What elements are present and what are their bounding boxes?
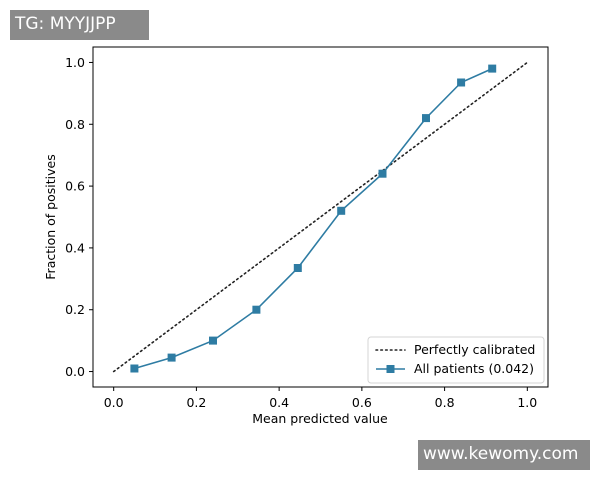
data-point-marker bbox=[378, 169, 387, 178]
x-tick-label: 0.6 bbox=[352, 395, 372, 410]
x-axis-ticks: 0.0 0.2 0.4 0.6 0.8 1.0 bbox=[104, 387, 537, 410]
plot-area bbox=[92, 46, 549, 388]
data-point-marker bbox=[337, 206, 346, 215]
data-point-marker bbox=[252, 305, 261, 314]
legend-box bbox=[367, 336, 545, 384]
y-tick-label: 0.2 bbox=[65, 302, 85, 317]
data-point-marker bbox=[488, 64, 497, 73]
x-tick-label: 0.2 bbox=[186, 395, 206, 410]
y-axis-label: Fraction of positives bbox=[43, 154, 58, 279]
all-patients-line bbox=[134, 67, 493, 370]
data-point-marker bbox=[422, 114, 430, 123]
y-tick-label: 0.4 bbox=[65, 240, 85, 255]
x-tick-label: 0.0 bbox=[104, 395, 124, 410]
y-tick-label: 0.8 bbox=[65, 117, 85, 132]
data-point-marker bbox=[457, 78, 466, 87]
perfectly-calibrated-line bbox=[112, 61, 529, 373]
data-point-marker bbox=[293, 264, 302, 272]
y-tick-label: 0.0 bbox=[65, 364, 85, 379]
data-point-marker bbox=[209, 336, 217, 345]
x-axis-label: Mean predicted value bbox=[252, 411, 388, 426]
x-tick-label: 1.0 bbox=[517, 395, 537, 410]
watermark-top-left: TG: MYYJJPP bbox=[10, 10, 149, 40]
legend: Perfectly calibrated All patients (0.042… bbox=[367, 336, 545, 384]
x-tick-label: 0.8 bbox=[435, 395, 455, 410]
watermark-bottom-right: www.kewomy.com bbox=[418, 440, 590, 470]
legend-all-patients-label: All patients (0.042) bbox=[414, 361, 534, 376]
legend-perfectly-calibrated-label: Perfectly calibrated bbox=[414, 342, 535, 357]
y-tick-label: 0.6 bbox=[65, 179, 85, 194]
legend-all-patients-marker bbox=[386, 365, 395, 373]
y-tick-label: 1.0 bbox=[65, 55, 85, 70]
x-tick-label: 0.4 bbox=[269, 395, 289, 410]
data-point-marker bbox=[167, 353, 176, 362]
all-patients-markers bbox=[130, 64, 497, 373]
y-axis-ticks: 0.0 0.2 0.4 0.6 0.8 1.0 bbox=[65, 55, 93, 379]
data-point-marker bbox=[130, 364, 139, 373]
